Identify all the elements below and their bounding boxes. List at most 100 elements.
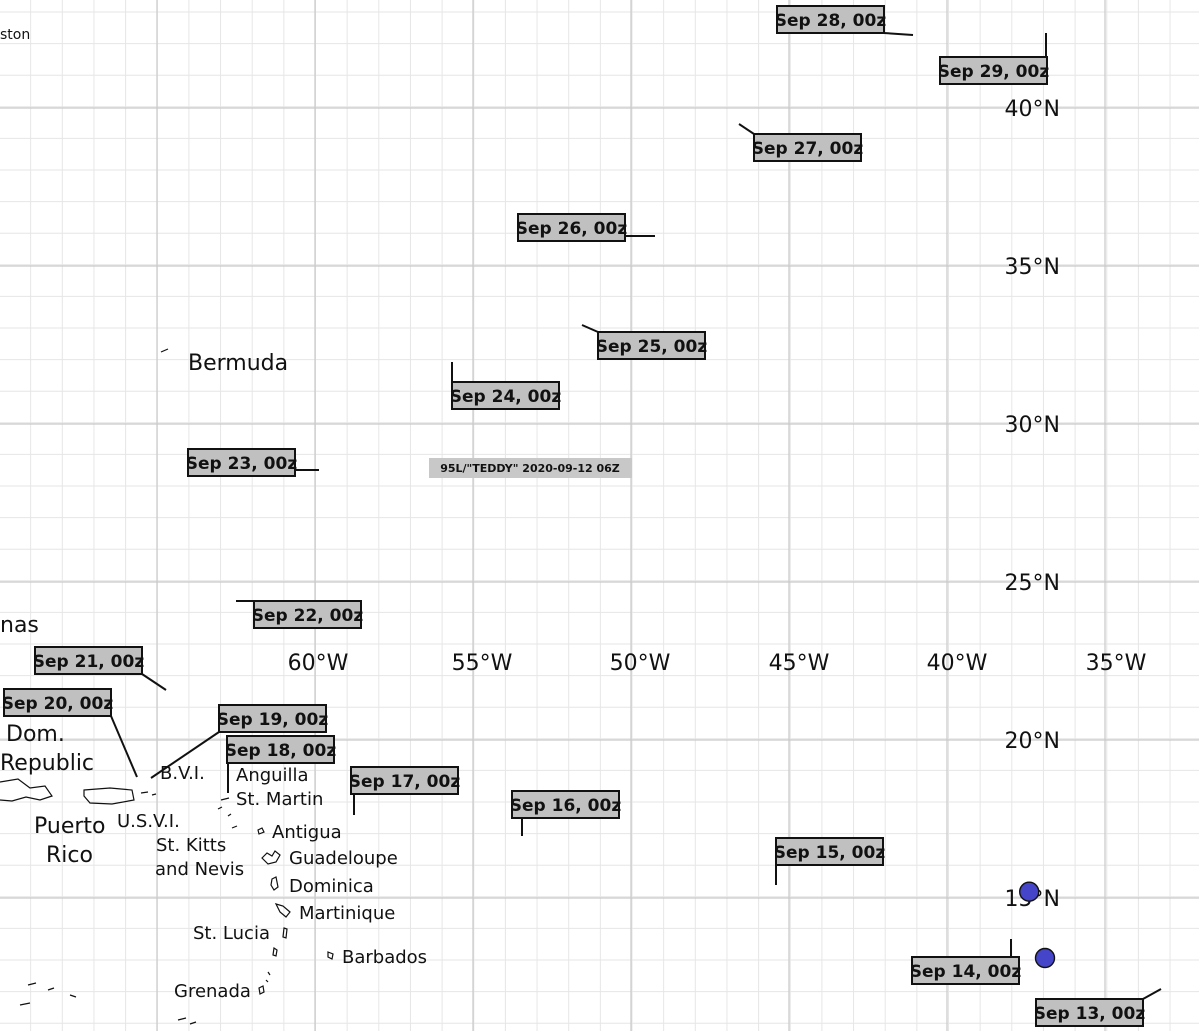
date-label-text: Sep 28, 00z — [775, 11, 887, 31]
lon-tick-label: 45°W — [769, 651, 830, 676]
date-label: Sep 22, 00z — [252, 600, 364, 629]
date-label: Sep 13, 00z — [1034, 998, 1146, 1027]
date-label-leader — [581, 324, 599, 333]
date-label-box — [218, 704, 327, 733]
chart-title-text: 95L/"TEDDY" 2020-09-12 06Z — [440, 462, 620, 475]
track-points — [1018, 881, 1056, 969]
date-label: Sep 18, 00z — [225, 735, 336, 764]
date-label-box — [1035, 998, 1144, 1027]
lat-tick-label: 40°N — [1005, 97, 1060, 122]
date-label: Sep 27, 00z — [752, 133, 864, 162]
date-label: Sep 15, 00z — [774, 837, 886, 866]
lat-tick-label: 25°N — [1005, 571, 1060, 596]
date-label-text: Sep 22, 00z — [252, 606, 364, 626]
date-label-text: Sep 23, 00z — [186, 454, 298, 474]
date-label: Sep 29, 00z — [938, 56, 1050, 85]
date-label-box — [911, 956, 1020, 985]
track-point — [1018, 881, 1040, 902]
date-label: Sep 24, 00z — [450, 381, 562, 410]
date-label-text: Sep 29, 00z — [938, 62, 1050, 82]
date-label: Sep 16, 00z — [510, 790, 622, 819]
st-lucia-shape — [282, 927, 288, 939]
date-label-leader — [1142, 988, 1162, 1000]
place-label: Anguilla — [236, 765, 309, 786]
place-label: St. Martin — [236, 789, 323, 810]
date-label-box — [939, 56, 1048, 85]
place-label: ston — [0, 27, 30, 43]
date-label-text: Sep 17, 00z — [349, 772, 461, 792]
date-label: Sep 19, 00z — [217, 704, 329, 733]
lon-tick-label: 40°W — [927, 651, 988, 676]
place-label: and Nevis — [155, 859, 244, 880]
date-label-text: Sep 25, 00z — [596, 337, 708, 357]
date-label-leader — [738, 123, 755, 135]
anguilla-shape — [220, 797, 230, 801]
date-label-box — [753, 133, 862, 162]
st-vincent-shape — [272, 946, 278, 957]
date-label-leader — [150, 731, 220, 779]
date-label: Sep 14, 00z — [910, 956, 1021, 985]
date-label-box — [34, 646, 143, 675]
track-lines — [110, 32, 1162, 1000]
place-label: Grenada — [174, 981, 251, 1002]
guadeloupe-shape — [261, 850, 281, 865]
date-label-box — [451, 381, 560, 410]
date-label-box — [517, 213, 626, 242]
date-label-box — [350, 766, 459, 795]
date-label: Sep 26, 00z — [516, 213, 628, 242]
date-label: Sep 28, 00z — [775, 5, 887, 34]
place-label: Martinique — [299, 903, 395, 924]
date-label: Sep 17, 00z — [349, 766, 461, 795]
chart-title: 95L/"TEDDY" 2020-09-12 06Z — [429, 458, 632, 478]
st-kitts-shape — [231, 825, 238, 829]
date-label-box — [775, 837, 884, 866]
grenada-shape — [258, 985, 265, 995]
date-label-text: Sep 21, 00z — [33, 652, 145, 672]
date-label-text: Sep 16, 00z — [510, 796, 622, 816]
date-label-box — [3, 688, 112, 717]
date-label: Sep 25, 00z — [596, 331, 708, 360]
place-label: Guadeloupe — [289, 848, 398, 869]
dominica-shape — [270, 876, 279, 891]
date-label-box — [187, 448, 296, 477]
date-label-text: Sep 13, 00z — [1034, 1004, 1146, 1024]
date-label: Sep 20, 00z — [2, 688, 113, 717]
place-label: Antigua — [272, 822, 342, 843]
date-label-leader — [110, 715, 138, 778]
hispaniola-coast — [0, 778, 53, 802]
date-label-text: Sep 15, 00z — [774, 843, 886, 863]
date-labels: Sep 13, 00z Sep 14, 00z Sep 15, 00z Sep 16,… — [2, 5, 1146, 1027]
date-label-text: Sep 24, 00z — [450, 387, 562, 407]
barbados-shape — [327, 951, 334, 960]
lon-tick-label: 55°W — [452, 651, 513, 676]
lon-tick-label: 60°W — [288, 651, 349, 676]
place-label: Republic — [0, 751, 94, 776]
place-label: Dom. — [6, 722, 65, 747]
date-label-box — [226, 735, 335, 764]
place-label: St. Kitts — [156, 835, 226, 856]
lon-tick-label: 50°W — [610, 651, 671, 676]
st-martin-shape — [217, 806, 232, 817]
date-label-box — [511, 790, 620, 819]
place-label: St. Lucia — [193, 923, 270, 944]
grenadines-shape — [265, 971, 271, 983]
lat-tick-label: 30°N — [1005, 413, 1060, 438]
date-label-text: Sep 27, 00z — [752, 139, 864, 159]
martinique-shape — [274, 903, 291, 918]
place-label: B.V.I. — [160, 763, 205, 784]
place-label: U.S.V.I. — [117, 811, 180, 832]
lon-tick-label: 35°W — [1086, 651, 1147, 676]
date-label-box — [253, 600, 362, 629]
place-label: Dominica — [289, 876, 374, 897]
date-label-text: Sep 19, 00z — [217, 710, 329, 730]
date-label-leader — [141, 673, 167, 691]
place-label: Bermuda — [188, 351, 288, 376]
date-label-text: Sep 26, 00z — [516, 219, 628, 239]
place-label: nas — [0, 613, 39, 638]
puerto-rico-shape — [83, 787, 135, 805]
chart-title-box — [429, 458, 632, 478]
lat-tick-label: 20°N — [1005, 729, 1060, 754]
